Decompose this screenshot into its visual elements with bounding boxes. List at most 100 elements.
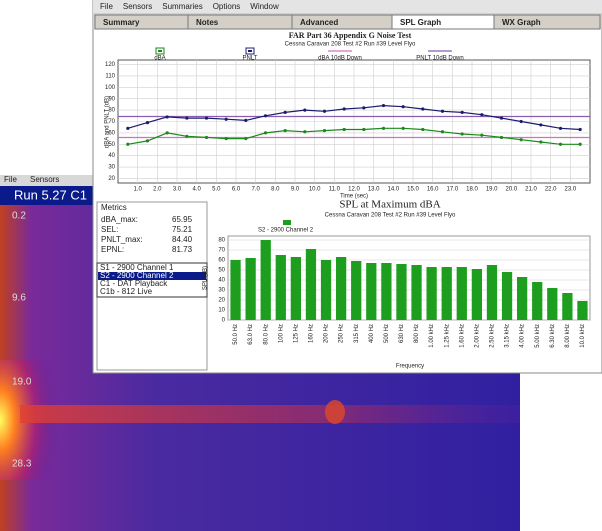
data-point — [165, 131, 169, 135]
data-point — [204, 116, 209, 120]
x-tick-label: 1.00 kHz — [429, 324, 435, 348]
x-tick-label: 63.0 Hz — [248, 324, 254, 345]
x-tick-label: 3.15 kHz — [505, 324, 511, 348]
x-tick-label: 125 Hz — [293, 324, 299, 343]
data-point — [480, 113, 484, 117]
bar — [366, 263, 377, 320]
y-tick-label: 20 — [218, 298, 225, 304]
y-tick-label: 60 — [218, 258, 225, 264]
data-point — [381, 103, 386, 108]
y-label: 28.3 — [12, 459, 32, 470]
bar — [486, 265, 498, 320]
metric-value: 65.95 — [172, 215, 193, 224]
x-tick-label: 10.0 kHz — [580, 324, 586, 348]
data-point — [578, 142, 582, 146]
data-point — [342, 127, 346, 132]
title-bar — [0, 186, 93, 205]
data-point — [342, 107, 346, 111]
x-tick-label: 5.0 — [212, 187, 221, 193]
bar — [411, 265, 422, 320]
bar — [230, 260, 241, 320]
y-tick-label: 10 — [218, 308, 225, 314]
x-tick-label: 12.0 — [348, 187, 360, 193]
selected-channel — [98, 272, 206, 280]
menu-item[interactable]: File — [4, 175, 17, 184]
metrics-title: Metrics — [101, 203, 127, 212]
bar — [426, 267, 437, 320]
tab-label[interactable]: SPL Graph — [400, 18, 441, 27]
legend-label: PNLT 10dB Down — [416, 56, 463, 62]
data-point — [440, 130, 445, 134]
tab[interactable] — [493, 14, 601, 30]
bar — [320, 260, 332, 320]
data-point — [244, 118, 248, 122]
y-tick-label: 0 — [222, 318, 226, 324]
y-tick-label: 40 — [108, 153, 115, 159]
legend-swatch — [158, 50, 162, 52]
data-point — [499, 116, 504, 120]
menu-item[interactable]: File — [100, 2, 113, 11]
x-tick-label: 315 Hz — [354, 324, 360, 343]
x-tick-label: 8.00 kHz — [565, 324, 571, 348]
bar — [275, 255, 286, 320]
x-tick-label: 4.0 — [192, 187, 201, 193]
bar — [441, 267, 452, 320]
y-axis-label: dBA and PNLT (dB) — [105, 96, 111, 148]
data-point — [204, 135, 209, 140]
x-tick-label: 14.0 — [387, 187, 399, 193]
tab-label[interactable]: WX Graph — [502, 18, 541, 27]
data-point — [224, 117, 228, 121]
window-title: Run 5.27 C1 — [14, 187, 87, 202]
menu-item[interactable]: Summaries — [162, 2, 202, 11]
x-tick-label: 100 Hz — [278, 324, 284, 343]
data-point — [421, 127, 425, 132]
bar — [456, 267, 467, 320]
menu-item[interactable]: Sensors — [123, 2, 152, 11]
bar — [305, 249, 317, 320]
data-point — [322, 129, 327, 133]
data-point — [263, 114, 268, 118]
tab-label[interactable]: Advanced — [300, 18, 338, 27]
data-point — [381, 126, 386, 130]
y-tick-label: 80 — [218, 238, 225, 244]
data-point — [303, 108, 307, 112]
channel-item[interactable]: S1 - 2900 Channel 1 — [100, 263, 174, 272]
bar — [260, 240, 271, 320]
x-tick-label: 800 Hz — [414, 324, 420, 343]
data-point — [558, 142, 563, 146]
x-tick-label: 2.00 kHz — [474, 324, 480, 348]
menu-item[interactable]: Window — [250, 2, 279, 11]
y-tick-label: 80 — [108, 108, 115, 114]
metric-value: 75.21 — [172, 225, 193, 234]
bar — [245, 258, 256, 320]
channel-item[interactable]: C1b - 812 Live — [100, 287, 153, 296]
bar — [290, 257, 302, 320]
y-tick-label: 40 — [218, 278, 225, 284]
metric-name: SEL: — [101, 225, 118, 234]
x-tick-label: 9.0 — [291, 187, 300, 193]
x-tick-label: 23.0 — [564, 187, 576, 193]
data-point — [460, 110, 464, 114]
menu-item[interactable]: Sensors — [30, 175, 59, 184]
y-tick-label: 70 — [218, 248, 225, 254]
legend-swatch — [283, 220, 291, 225]
tab-label[interactable]: Summary — [103, 18, 140, 27]
channel-item[interactable]: S2 - 2900 Channel 2 — [100, 271, 174, 280]
menu-item[interactable]: Options — [213, 2, 241, 11]
y-tick-label: 120 — [105, 62, 116, 68]
data-point — [421, 107, 425, 111]
x-axis-label: Frequency — [396, 364, 424, 370]
metric-name: EPNL: — [101, 245, 124, 254]
tab-label[interactable]: Notes — [196, 18, 219, 27]
spectrogram-band — [20, 405, 520, 423]
bar — [335, 257, 347, 320]
bar — [351, 261, 362, 320]
data-point — [558, 126, 563, 130]
x-tick-label: 21.0 — [525, 187, 537, 193]
legend-swatch — [248, 50, 252, 52]
channel-item[interactable]: C1 - DAT Playback — [100, 279, 168, 288]
data-point — [283, 110, 287, 114]
data-point — [322, 109, 327, 113]
x-tick-label: 160 Hz — [309, 324, 315, 343]
